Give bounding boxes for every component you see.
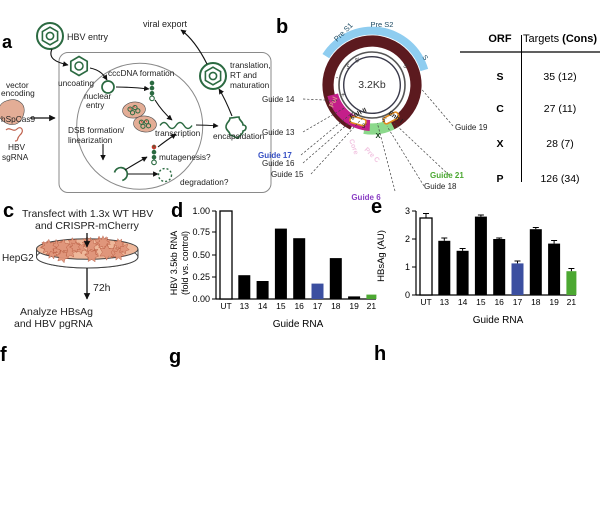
svg-text:21: 21 — [567, 297, 577, 307]
svg-text:19: 19 — [549, 297, 559, 307]
svg-text:27 (11): 27 (11) — [544, 103, 577, 115]
svg-text:19: 19 — [349, 301, 359, 311]
svg-text:0.50: 0.50 — [192, 250, 210, 260]
svg-text:14: 14 — [258, 301, 268, 311]
svg-text:Guide 19: Guide 19 — [455, 123, 488, 132]
svg-text:0.75: 0.75 — [192, 227, 210, 237]
svg-text:Guide RNA: Guide RNA — [273, 319, 324, 330]
svg-text:UT: UT — [420, 297, 431, 307]
svg-text:Guide 13: Guide 13 — [262, 128, 295, 137]
svg-text:72h: 72h — [93, 282, 111, 294]
svg-text:14: 14 — [458, 297, 468, 307]
svg-text:Pre C: Pre C — [363, 146, 381, 164]
svg-text:13: 13 — [440, 297, 450, 307]
svg-text:P: P — [496, 173, 503, 185]
svg-text:Guide 21: Guide 21 — [430, 171, 464, 180]
svg-text:UT: UT — [220, 301, 231, 311]
svg-text:1.00: 1.00 — [192, 206, 210, 216]
svg-text:3.2Kb: 3.2Kb — [358, 79, 386, 91]
svg-text:Targets (Cons): Targets (Cons) — [523, 33, 597, 45]
svg-text:16: 16 — [294, 301, 304, 311]
svg-text:35 (12): 35 (12) — [543, 71, 576, 83]
svg-text:17: 17 — [513, 297, 523, 307]
svg-text:X: X — [375, 131, 380, 140]
svg-text:X: X — [496, 138, 503, 150]
svg-text:13: 13 — [240, 301, 250, 311]
svg-text:S: S — [496, 71, 503, 83]
svg-text:0.00: 0.00 — [192, 294, 210, 304]
svg-text:Guide 14: Guide 14 — [262, 95, 295, 104]
svg-text:Guide 16: Guide 16 — [262, 159, 295, 168]
svg-text:16: 16 — [494, 297, 504, 307]
svg-text:and CRISPR-mCherry: and CRISPR-mCherry — [35, 220, 140, 232]
svg-text:5': 5' — [355, 58, 361, 65]
svg-text:Guide 18: Guide 18 — [424, 182, 457, 191]
svg-text:0.25: 0.25 — [192, 272, 210, 282]
svg-text:15: 15 — [276, 301, 286, 311]
svg-text:HBV 3.5kb RNA: HBV 3.5kb RNA — [170, 231, 179, 296]
svg-text:Pre S2: Pre S2 — [371, 20, 394, 29]
svg-text:C: C — [496, 103, 504, 115]
svg-text:126 (34): 126 (34) — [540, 173, 579, 185]
svg-text:2: 2 — [405, 234, 410, 244]
svg-text:-: - — [336, 75, 339, 82]
svg-text:Transfect with 1.3x WT HBV: Transfect with 1.3x WT HBV — [22, 208, 153, 220]
svg-text:28 (7): 28 (7) — [546, 138, 573, 150]
svg-text:3': 3' — [362, 124, 366, 130]
svg-text:18: 18 — [531, 297, 541, 307]
svg-text:1: 1 — [405, 262, 410, 272]
svg-text:and HBV pgRNA: and HBV pgRNA — [14, 318, 93, 330]
svg-text:3': 3' — [345, 63, 352, 70]
svg-text:Guide 15: Guide 15 — [271, 170, 304, 179]
svg-text:3: 3 — [405, 206, 410, 216]
svg-text:18: 18 — [331, 301, 341, 311]
svg-text:HepG2: HepG2 — [2, 253, 34, 264]
svg-text:5': 5' — [382, 118, 386, 124]
svg-text:(fold vs. control): (fold vs. control) — [180, 231, 190, 295]
svg-text:15: 15 — [476, 297, 486, 307]
svg-text:17: 17 — [313, 301, 323, 311]
svg-text:+: + — [341, 92, 345, 99]
svg-text:Guide RNA: Guide RNA — [473, 315, 524, 326]
svg-text:ORF: ORF — [488, 33, 512, 45]
svg-text:0: 0 — [405, 290, 410, 300]
svg-text:Core: Core — [347, 138, 359, 155]
svg-text:Analyze HBsAg: Analyze HBsAg — [20, 306, 93, 318]
svg-text:HBsAg (AU): HBsAg (AU) — [376, 230, 387, 282]
